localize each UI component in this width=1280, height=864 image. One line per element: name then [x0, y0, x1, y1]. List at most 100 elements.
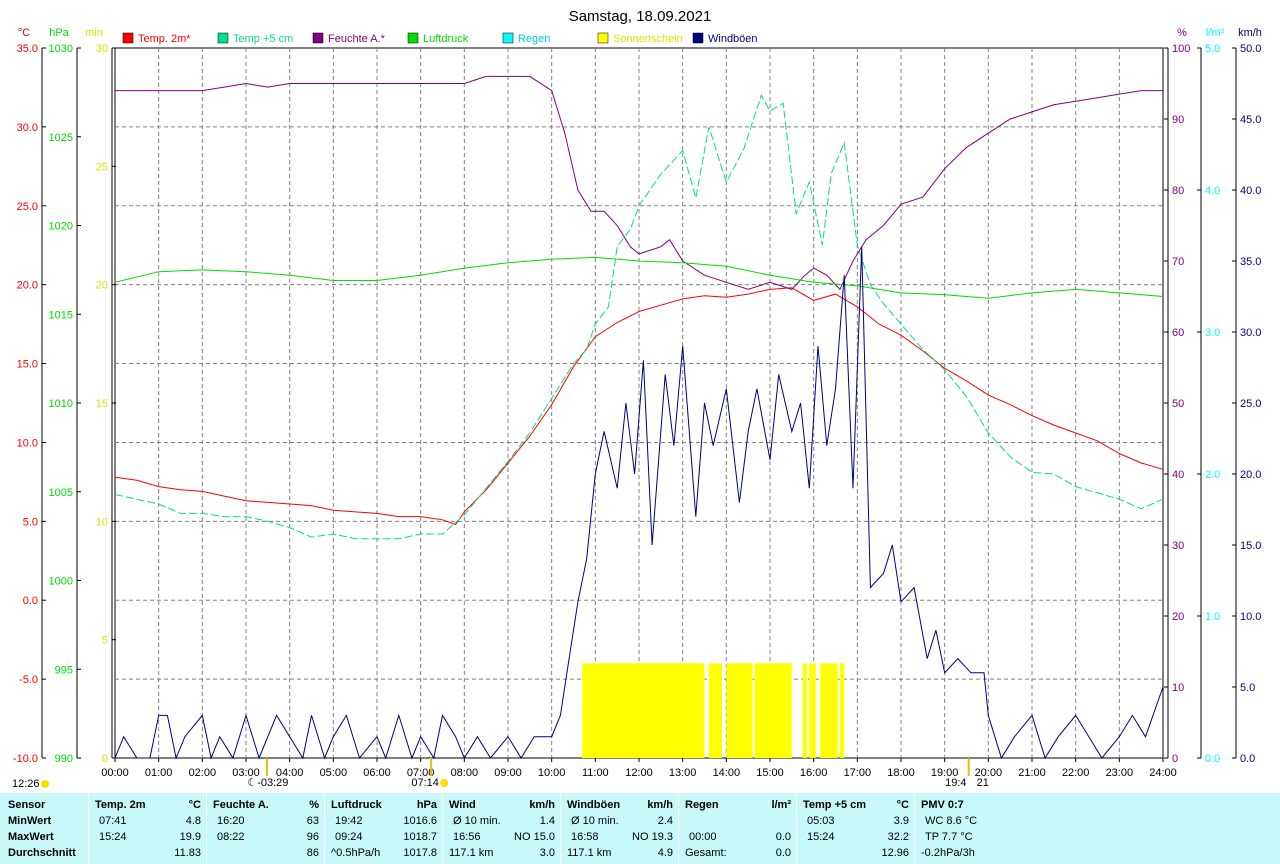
- chart-grid: [114, 47, 1164, 759]
- humidity-axis-unit: %: [1177, 27, 1187, 39]
- stats-min-time: Ø 10 min.: [453, 815, 501, 827]
- stats-min-time: 16:20: [217, 815, 245, 827]
- pressure-axis-tick-label: 1010: [49, 398, 73, 410]
- stats-avg-value: 12.96: [881, 847, 909, 859]
- stats-row: 15:24 19.9: [89, 829, 207, 845]
- x-tick-label: 00:00: [101, 767, 129, 779]
- stats-max-time: 08:22: [217, 831, 245, 843]
- stats-row: 15:24 32.2: [797, 829, 915, 845]
- legend-label: Regen: [518, 33, 550, 45]
- stats-row: Ø 10 min. 2.4: [561, 813, 679, 829]
- sunshine-bar: [754, 663, 792, 758]
- sunshine-axis-tick-label: 25: [96, 161, 108, 173]
- stats-header: Temp +5 cm: [803, 799, 867, 811]
- weather-chart: Samstag, 18.09.2021 00:00 01:00 02:00 03:00…: [12, 8, 1262, 790]
- stats-avg-label: -0.2hPa/3h: [921, 847, 975, 859]
- sunshine-bar: [820, 663, 838, 758]
- x-tick-label: 06:00: [363, 767, 391, 779]
- sunrise-icon: [440, 779, 449, 787]
- stats-row: [679, 813, 797, 829]
- pressure-axis-tick-label: 1025: [49, 132, 73, 144]
- stats-header: Luftdruck: [331, 799, 382, 811]
- stats-max-value: 19.9: [179, 831, 201, 843]
- stats-column-pmv-0-7: PMV 0:7 WC 8.6 °C TP 7.7 °C -0.2hPa/3h: [914, 793, 1280, 864]
- stats-row: 12.96: [797, 845, 915, 861]
- x-tick-label: 23:00: [1106, 767, 1134, 779]
- stats-row: 86: [207, 845, 325, 861]
- stats-unit: %: [309, 799, 319, 811]
- legend-swatch: [122, 32, 134, 44]
- stats-row: TP 7.7 °C: [915, 829, 1280, 845]
- sunshine-bar: [582, 663, 705, 758]
- wind-axis-tick-label: 50.0: [1240, 43, 1261, 55]
- temp-axis-tick-label: 35.0: [17, 43, 38, 55]
- temp-axis-tick-label: 5.0: [23, 516, 38, 528]
- stats-min-value: 63: [306, 815, 319, 827]
- x-tick-label: 08:00: [451, 767, 479, 779]
- stats-min-time: WC 8.6 °C: [925, 815, 978, 827]
- rain-axis-unit: l/m²: [1206, 27, 1225, 39]
- pressure-axis-tick-label: 1015: [49, 309, 73, 321]
- stats-row: 117.1 km 4.9: [561, 845, 679, 861]
- series-feuchte-a: [115, 75, 1163, 291]
- stats-row: 16:56 NO 15.0: [443, 829, 561, 845]
- legend-swatch: [502, 32, 514, 44]
- x-tick-label: 14:00: [713, 767, 741, 779]
- sunshine-axis-tick-label: 0: [102, 753, 108, 765]
- temp-axis-tick-label: 15.0: [17, 359, 38, 371]
- temp-axis-tick-label: 25.0: [17, 201, 38, 213]
- x-tick-label: 22:00: [1062, 767, 1090, 779]
- stats-row: Regen l/m²: [679, 797, 797, 813]
- stats-min-value: 4.8: [185, 815, 201, 827]
- sunshine-axis-unit: min: [85, 27, 103, 39]
- sunshine-bar: [708, 663, 722, 758]
- stats-avg-label: 117.1 km: [567, 847, 612, 859]
- legend-swatch: [692, 32, 704, 44]
- x-tick-label: 21:00: [1018, 767, 1046, 779]
- x-tick-label: 04:00: [276, 767, 304, 779]
- legend-swatch: [312, 32, 324, 44]
- temp-axis-unit: °C: [18, 27, 30, 39]
- stats-row: 09:24 1018.7: [325, 829, 443, 845]
- stats-avg-value: 11.83: [174, 847, 201, 859]
- wind-axis-tick-label: 20.0: [1240, 469, 1261, 481]
- stats-column-wind: Wind km/h Ø 10 min. 1.4 16:56 NO 15.0 117.1 km…: [442, 793, 561, 864]
- legend-label: Windböen: [708, 33, 758, 45]
- humidity-axis-tick-label: 0: [1172, 753, 1178, 765]
- stats-max-time: 16:56: [453, 831, 481, 843]
- x-tick-label: 07:00: [407, 767, 435, 779]
- stats-row: Ø 10 min. 1.4: [443, 813, 561, 829]
- label-sensor: Sensor: [8, 799, 46, 811]
- stats-unit: hPa: [416, 799, 437, 811]
- rain-axis-tick-label: 4.0: [1205, 185, 1220, 197]
- stats-row: 19:42 1016.6: [325, 813, 443, 829]
- x-tick-label: 18:00: [887, 767, 915, 779]
- stats-avg-value: 3.0: [539, 847, 555, 859]
- chart-legend: Temp. 2m* Temp +5 cm Feuchte A.* Luftdruck R…: [122, 32, 758, 45]
- stats-row: Gesamt: 0.0: [679, 845, 797, 861]
- stats-header: Wind: [449, 799, 476, 811]
- stats-avg-value: 0.0: [775, 847, 791, 859]
- stats-column-luftdruck: Luftdruck hPa 19:42 1016.6 09:24 1018.7 ^0.5hP…: [324, 793, 443, 864]
- stats-header: Feuchte A.: [213, 799, 269, 811]
- label-average: Durchschnitt: [8, 847, 76, 859]
- stats-max-value: 96: [306, 831, 319, 843]
- label-max: MaxWert: [8, 831, 54, 843]
- stats-min-time: 07:41: [99, 815, 127, 827]
- legend-label: Temp +5 cm: [233, 33, 293, 45]
- x-tick-label: 10:00: [538, 767, 566, 779]
- stats-row: Luftdruck hPa: [325, 797, 443, 813]
- stats-min-time: Ø 10 min.: [571, 815, 619, 827]
- x-tick-label: 17:00: [844, 767, 872, 779]
- x-tick-label: 20:00: [975, 767, 1003, 779]
- stats-unit: l/m²: [771, 799, 791, 811]
- stats-max-time: 16:58: [571, 831, 599, 843]
- rain-axis-tick-label: 2.0: [1205, 469, 1220, 481]
- sunshine-axis-tick-label: 10: [96, 516, 108, 528]
- stats-header: PMV 0:7: [921, 799, 964, 811]
- legend-label: Temp. 2m*: [138, 33, 191, 45]
- humidity-axis-tick-label: 80: [1172, 185, 1184, 197]
- legend-swatch: [217, 32, 229, 44]
- stats-min-value: 1.4: [539, 815, 555, 827]
- stats-row: 05:03 3.9: [797, 813, 915, 829]
